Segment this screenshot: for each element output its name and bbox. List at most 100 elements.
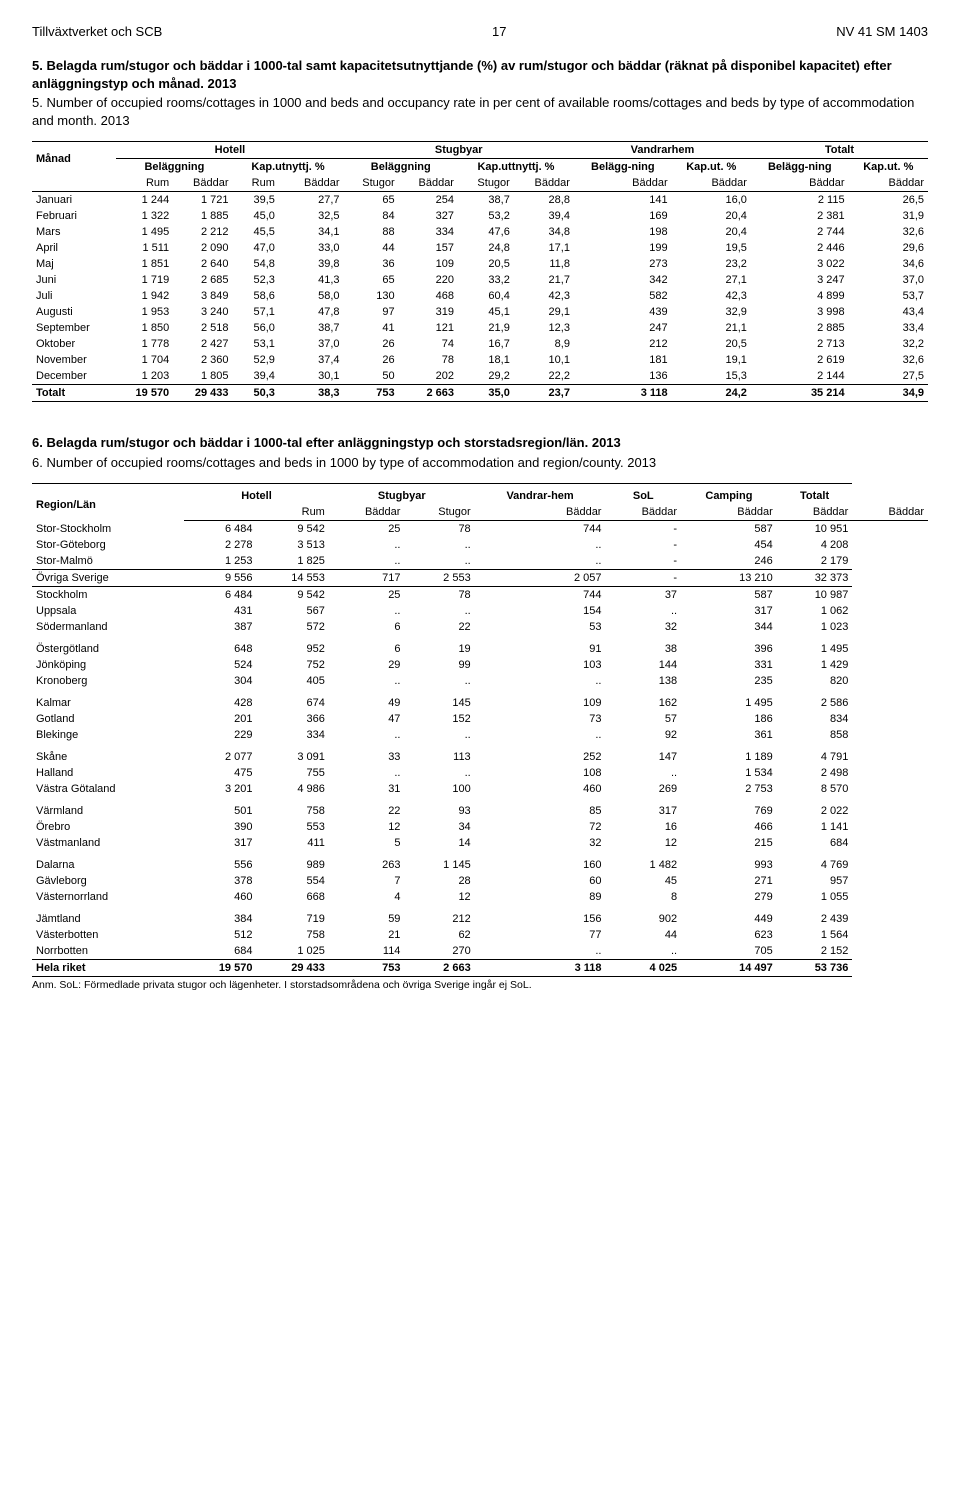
t5-unit: Bäddar bbox=[399, 175, 458, 192]
grp6-totalt: Totalt bbox=[777, 484, 853, 505]
cell: 3 247 bbox=[751, 272, 849, 288]
cell: 13 210 bbox=[681, 570, 777, 587]
cell: Jämtland bbox=[32, 905, 184, 927]
cell: 989 bbox=[256, 851, 328, 873]
cell: .. bbox=[404, 537, 474, 553]
cell: .. bbox=[329, 765, 405, 781]
cell: 37,0 bbox=[849, 272, 928, 288]
cell: December bbox=[32, 368, 116, 385]
cell: 1 851 bbox=[116, 256, 173, 272]
cell: Östergötland bbox=[32, 635, 184, 657]
grp6-hotell: Hotell bbox=[184, 484, 329, 505]
cell: 37,0 bbox=[279, 336, 344, 352]
cell: 147 bbox=[605, 743, 681, 765]
cell: 20,5 bbox=[672, 336, 751, 352]
cell: 8 570 bbox=[777, 781, 853, 797]
cell: 16,0 bbox=[672, 192, 751, 209]
cell: .. bbox=[329, 537, 405, 553]
cell: 3 091 bbox=[256, 743, 328, 765]
cell: 4 208 bbox=[777, 537, 853, 553]
cell: 14 497 bbox=[681, 960, 777, 977]
cell: 144 bbox=[605, 657, 681, 673]
cell: 145 bbox=[404, 689, 474, 711]
cell: April bbox=[32, 240, 116, 256]
cell: 2 663 bbox=[404, 960, 474, 977]
cell: 29 433 bbox=[256, 960, 328, 977]
cell: 2 212 bbox=[173, 224, 232, 240]
cell: 2 090 bbox=[173, 240, 232, 256]
cell: 52,9 bbox=[233, 352, 279, 368]
table-row: Januari1 2441 72139,527,76525438,728,814… bbox=[32, 192, 928, 209]
cell: 32,6 bbox=[849, 352, 928, 368]
cell: 47,6 bbox=[458, 224, 514, 240]
cell: 512 bbox=[184, 927, 256, 943]
sub-belaggning-4: Belägg-ning bbox=[751, 159, 849, 176]
cell: 317 bbox=[681, 603, 777, 619]
cell: 202 bbox=[399, 368, 458, 385]
cell: 254 bbox=[399, 192, 458, 209]
table-row: December1 2031 80539,430,15020229,222,21… bbox=[32, 368, 928, 385]
cell: 384 bbox=[184, 905, 256, 927]
cell: 717 bbox=[329, 570, 405, 587]
grp-vandrarhem: Vandrarhem bbox=[574, 142, 751, 159]
cell: 39,8 bbox=[279, 256, 344, 272]
cell: 1 429 bbox=[777, 657, 853, 673]
cell: 1 322 bbox=[116, 208, 173, 224]
cell: 154 bbox=[475, 603, 606, 619]
table-6: Region/Län Hotell Stugbyar Vandrar-hem S… bbox=[32, 483, 928, 977]
cell: 269 bbox=[605, 781, 681, 797]
cell: 24,2 bbox=[672, 385, 751, 402]
cell: 30,1 bbox=[279, 368, 344, 385]
cell: 35 214 bbox=[751, 385, 849, 402]
sub-kaput-2: Kap.uttnyttj. % bbox=[458, 159, 574, 176]
cell: 327 bbox=[399, 208, 458, 224]
cell: 454 bbox=[681, 537, 777, 553]
cell: 21,1 bbox=[672, 320, 751, 336]
cell: 92 bbox=[605, 727, 681, 743]
cell: 157 bbox=[399, 240, 458, 256]
cell: 53,7 bbox=[849, 288, 928, 304]
cell: 957 bbox=[777, 873, 853, 889]
cell: 73 bbox=[475, 711, 606, 727]
cell: Skåne bbox=[32, 743, 184, 765]
cell: Totalt bbox=[32, 385, 116, 402]
cell: 719 bbox=[256, 905, 328, 927]
cell: 26 bbox=[344, 336, 399, 352]
section5-subtitle: 5. Number of occupied rooms/cottages in … bbox=[32, 94, 928, 129]
cell: .. bbox=[475, 943, 606, 960]
cell: 114 bbox=[329, 943, 405, 960]
cell: 3 022 bbox=[751, 256, 849, 272]
cell: 26,5 bbox=[849, 192, 928, 209]
cell: 65 bbox=[344, 192, 399, 209]
cell: Södermanland bbox=[32, 619, 184, 635]
table-row: Övriga Sverige9 55614 5537172 5532 057-1… bbox=[32, 570, 928, 587]
t6-unit: Bäddar bbox=[777, 504, 853, 521]
cell: 769 bbox=[681, 797, 777, 819]
cell: 334 bbox=[256, 727, 328, 743]
cell: 2 685 bbox=[173, 272, 232, 288]
cell: 57 bbox=[605, 711, 681, 727]
cell: 37,4 bbox=[279, 352, 344, 368]
cell: 1 850 bbox=[116, 320, 173, 336]
cell: 29 433 bbox=[173, 385, 232, 402]
cell: Augusti bbox=[32, 304, 116, 320]
cell: 567 bbox=[256, 603, 328, 619]
t5-unit: Stugor bbox=[344, 175, 399, 192]
cell: 390 bbox=[184, 819, 256, 835]
cell: 2 619 bbox=[751, 352, 849, 368]
cell: 31 bbox=[329, 781, 405, 797]
cell: 54,8 bbox=[233, 256, 279, 272]
cell: 29 bbox=[329, 657, 405, 673]
cell: 20,4 bbox=[672, 224, 751, 240]
cell: 1 023 bbox=[777, 619, 853, 635]
cell: 1 885 bbox=[173, 208, 232, 224]
t6-unit: Stugor bbox=[404, 504, 474, 521]
cell: 684 bbox=[777, 835, 853, 851]
table-row: April1 5112 09047,033,04415724,817,11991… bbox=[32, 240, 928, 256]
cell: 198 bbox=[574, 224, 672, 240]
cell: 109 bbox=[475, 689, 606, 711]
cell: 1 534 bbox=[681, 765, 777, 781]
cell: 20,5 bbox=[458, 256, 514, 272]
col-manad: Månad bbox=[32, 142, 116, 176]
cell: 1 482 bbox=[605, 851, 681, 873]
